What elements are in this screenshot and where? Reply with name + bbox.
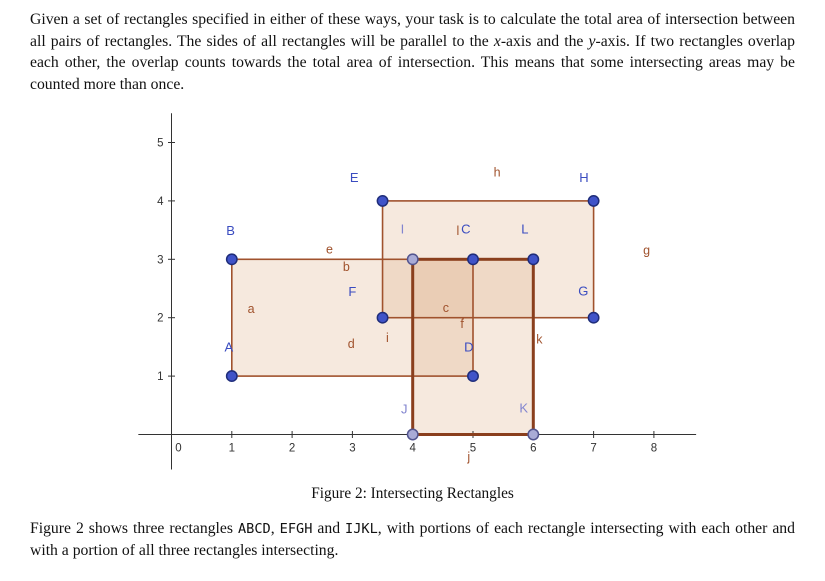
desc-text-2: , bbox=[270, 520, 280, 537]
point-B bbox=[225, 253, 238, 266]
x-tick-label-7: 7 bbox=[590, 443, 596, 455]
rect-name-efgh: EFGH bbox=[279, 521, 313, 537]
origin-label: 0 bbox=[175, 443, 181, 455]
intro-paragraph: Given a set of rectangles specified in e… bbox=[30, 9, 795, 95]
point-I bbox=[406, 253, 419, 266]
side-label-l: l bbox=[457, 224, 460, 238]
side-label-e: e bbox=[326, 242, 333, 256]
x-tick-label-6: 6 bbox=[530, 443, 536, 455]
point-label-K: K bbox=[519, 400, 528, 415]
point-label-F: F bbox=[348, 284, 356, 299]
side-label-i: i bbox=[386, 331, 389, 345]
y-tick-label-2: 2 bbox=[157, 313, 163, 325]
point-J bbox=[406, 428, 419, 441]
rect-outline-efgh bbox=[381, 200, 595, 319]
intro-text-1: Given a set of rectangles specified in e… bbox=[30, 11, 795, 50]
point-F bbox=[376, 311, 389, 324]
side-label-h: h bbox=[494, 165, 501, 179]
document-page: Given a set of rectangles specified in e… bbox=[30, 9, 795, 561]
point-K bbox=[527, 428, 540, 441]
point-label-L: L bbox=[521, 222, 528, 237]
point-A bbox=[225, 370, 238, 383]
math-x: x bbox=[493, 32, 501, 50]
rect-name-abcd: ABCD bbox=[237, 521, 271, 537]
side-label-a: a bbox=[248, 302, 255, 316]
intro-text-2: -axis and the bbox=[500, 32, 589, 50]
point-E bbox=[376, 194, 389, 207]
point-D bbox=[467, 370, 479, 383]
side-label-j: j bbox=[466, 450, 470, 464]
side-label-k: k bbox=[536, 332, 543, 346]
x-tick-label-1: 1 bbox=[229, 443, 235, 455]
y-tick-label-1: 1 bbox=[157, 371, 163, 383]
math-y: y bbox=[588, 32, 596, 50]
point-label-C: C bbox=[461, 222, 470, 237]
x-tick-label-3: 3 bbox=[349, 443, 355, 455]
intro-text-3: -axis. If two rectangles overlap each ot… bbox=[30, 32, 795, 93]
x-tick-label-5: 5 bbox=[470, 443, 476, 455]
x-tick-label-8: 8 bbox=[651, 443, 657, 455]
x-tick-label-4: 4 bbox=[409, 443, 416, 455]
y-tick-label-4: 4 bbox=[157, 196, 164, 208]
point-C bbox=[467, 253, 479, 266]
y-tick-label-3: 3 bbox=[157, 254, 163, 266]
figure-caption: Figure 2: Intersecting Rectangles bbox=[311, 485, 514, 502]
desc-text-3: and bbox=[312, 520, 346, 537]
point-label-E: E bbox=[350, 170, 359, 185]
x-tick-label-2: 2 bbox=[289, 443, 295, 455]
point-G bbox=[587, 311, 600, 324]
figure-2: 1 2 3 4 5 6 7 8 1 2 3 4 5 0 a b c d e f g h i j k l A B C D E F G H I J K L bbox=[136, 99, 795, 484]
rect-name-ijkl: IJKL bbox=[345, 521, 378, 537]
point-H bbox=[587, 194, 600, 207]
point-label-I: I bbox=[401, 222, 405, 237]
figure-plot: 1 2 3 4 5 6 7 8 1 2 3 4 5 0 a b c d e f g h i j k l A B C D E F G H I J K L bbox=[138, 113, 697, 470]
point-label-H: H bbox=[579, 170, 588, 185]
side-label-f: f bbox=[460, 317, 464, 331]
side-label-b: b bbox=[343, 260, 350, 274]
point-L bbox=[527, 253, 540, 266]
point-label-G: G bbox=[578, 284, 588, 299]
point-label-D: D bbox=[464, 340, 473, 355]
figure-description-paragraph: Figure 2 shows three rectangles ABCD, EF… bbox=[30, 518, 795, 561]
point-label-J: J bbox=[401, 401, 408, 416]
y-tick-label-5: 5 bbox=[157, 138, 163, 150]
point-label-A: A bbox=[224, 340, 233, 355]
side-label-c: c bbox=[443, 301, 449, 315]
point-label-B: B bbox=[226, 223, 235, 238]
desc-text-1: Figure 2 shows three rectangles bbox=[30, 520, 238, 537]
side-label-g: g bbox=[643, 244, 650, 258]
side-label-d: d bbox=[348, 337, 355, 351]
desc-text-4: , with portions of each rectangle inters… bbox=[30, 520, 795, 559]
